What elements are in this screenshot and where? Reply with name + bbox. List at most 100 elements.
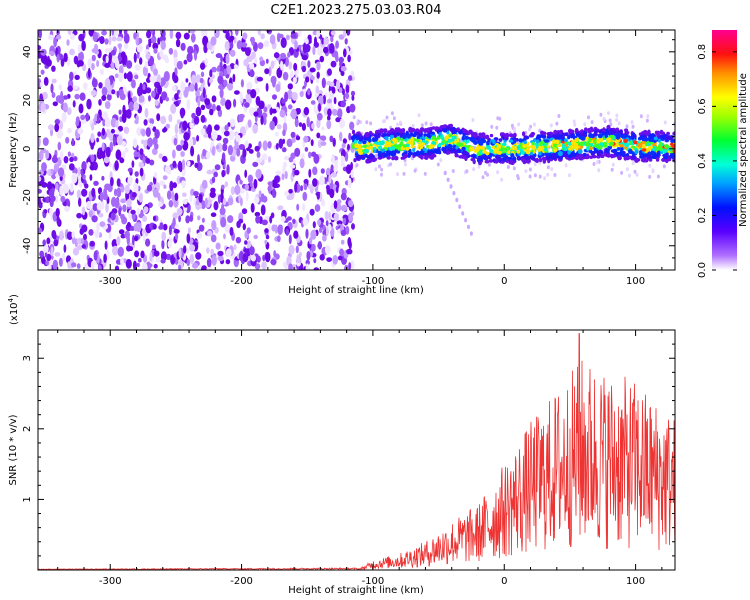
signal-halo-cell [392,116,396,121]
noise-cell [214,164,221,171]
noise-cell [98,82,103,89]
noise-cell [118,109,122,115]
noise-cell [56,53,60,63]
signal-cell [617,147,621,151]
noise-cell [105,146,111,158]
signal-cell [568,154,573,159]
noise-cell [104,38,109,45]
signal-halo-cell [546,165,550,170]
noise-cell [116,36,123,42]
noise-cell [229,49,236,57]
noise-cell [277,205,284,211]
signal-cell [579,141,585,147]
signal-cell [637,143,642,148]
signal-cell [522,143,527,149]
noise-cell [139,57,143,65]
noise-cell [273,250,277,258]
noise-cell [260,204,266,216]
noise-cell [223,68,228,77]
signal-halo-cell [546,172,550,177]
noise-cell [46,181,53,191]
noise-cell [270,259,277,265]
signal-cell [584,127,588,132]
noise-cell [115,149,122,160]
noise-cell [194,82,198,92]
noise-cell [172,212,178,220]
noise-cell [67,151,72,157]
noise-cell [191,112,196,119]
noise-cell [157,37,161,45]
noise-cell [309,208,315,216]
signal-cell [538,151,542,156]
signal-halo-cell [402,171,406,176]
signal-cell [377,153,382,158]
noise-cell [319,175,325,186]
signal-cell [386,155,391,160]
noise-cell [65,136,70,144]
noise-cell [146,263,153,268]
noise-cell [200,114,206,123]
signal-cell [364,153,368,158]
noise-cell [77,127,84,135]
noise-cell [186,259,190,267]
signal-cell [412,147,416,153]
signal-cell [403,153,408,159]
noise-cell [242,252,249,263]
signal-cell [376,141,380,146]
signal-halo-cell [390,111,394,116]
noise-cell [141,128,146,137]
noise-cell [314,36,317,46]
signal-halo-cell [615,117,619,122]
noise-cell [327,108,332,117]
signal-cell [608,141,615,146]
signal-cell [511,145,515,150]
noise-cell [66,107,72,116]
signal-cell [659,129,664,135]
noise-cell [132,96,138,103]
noise-cell [325,184,330,191]
noise-cell [324,245,331,255]
signal-cell [456,127,460,132]
signal-cell [450,138,455,142]
signal-cell [493,149,499,154]
noise-cell [87,161,91,167]
signal-halo-cell [481,175,485,180]
noise-cell [172,217,176,227]
noise-cell [120,213,125,220]
noise-cell [206,247,210,254]
noise-cell [254,211,261,217]
noise-cell [74,74,80,80]
signal-cell [351,144,355,150]
noise-cell [257,30,261,36]
noise-cell [322,94,326,105]
noise-cell [323,46,329,54]
noise-cell [282,71,289,81]
noise-cell [99,68,105,76]
noise-cell [165,165,171,174]
noise-cell [336,199,342,205]
noise-cell [249,246,255,256]
noise-cell [168,114,173,123]
noise-cell [294,147,301,157]
noise-cell [238,218,244,224]
noise-cell [285,228,290,236]
noise-cell [316,61,321,71]
noise-cell [198,193,203,203]
noise-cell [175,31,182,40]
signal-cell [431,126,437,130]
noise-cell [249,181,253,188]
noise-cell [92,31,98,42]
signal-halo-cell [417,113,421,118]
signal-cell [466,139,470,144]
noise-cell [152,215,157,222]
noise-cell [319,135,326,141]
signal-halo-cell [389,162,393,167]
colorbar-gradient [712,30,737,270]
noise-cell [173,229,180,234]
noise-cell [276,124,282,130]
noise-cell [112,136,116,147]
noise-cell [93,161,98,171]
spectrogram-xtick-label: 0 [501,276,507,287]
noise-cell [228,129,235,141]
signal-cell [399,141,404,146]
